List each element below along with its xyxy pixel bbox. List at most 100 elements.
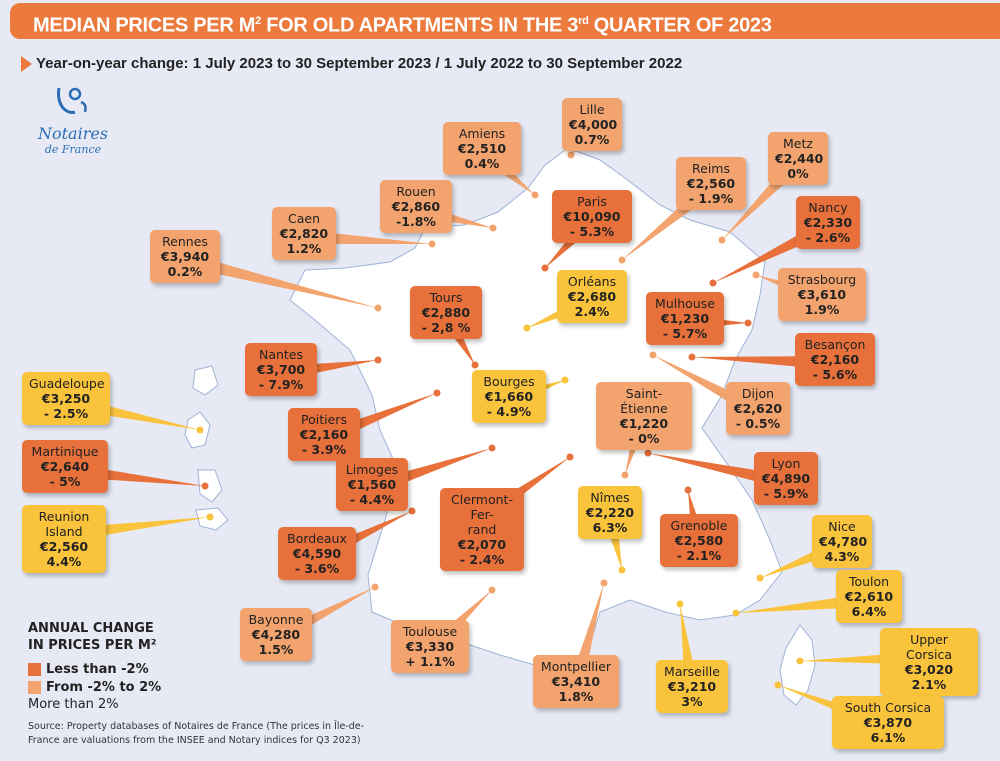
city-dot [523, 324, 531, 332]
city-dot [371, 583, 379, 591]
city-dot [206, 513, 214, 521]
city-change: - 5.7% [662, 326, 708, 341]
city-price: €2,580 [674, 533, 724, 548]
city-name: Tours [429, 290, 463, 305]
city-name: Poitiers [301, 412, 347, 427]
legend-item-less: Less than -2% [28, 660, 161, 678]
legend-swatch [28, 662, 41, 676]
city-dot [566, 453, 574, 461]
subtitle: Year-on-year change: 1 July 2023 to 30 S… [36, 55, 683, 72]
city-change: + 1.1% [405, 654, 455, 669]
city-callout: Metz €2,440 0% [768, 132, 828, 185]
city-callout: Nîmes €2,220 6.3% [578, 486, 642, 539]
city-price: €3,330 [405, 639, 455, 654]
city-name: Toulon [848, 574, 890, 589]
notaires-logo: Notaires de France [28, 84, 118, 156]
city-dot [718, 236, 726, 244]
city-change: 2.1% [911, 677, 947, 692]
city-price: €3,870 [863, 715, 913, 730]
city-dot [489, 224, 497, 232]
city-change: 1.5% [258, 642, 294, 657]
city-price: €3,410 [551, 674, 601, 689]
city-dot [561, 376, 569, 384]
city-name: Nancy [808, 200, 848, 215]
source-note: Source: Property databases of Notaires d… [28, 721, 365, 746]
city-name: Amiens [458, 126, 506, 141]
city-callout: Martinique €2,640- 5% [22, 440, 108, 493]
city-dot [433, 389, 441, 397]
city-callout: Lille €4,000 0.7% [562, 98, 622, 151]
city-name: Rouen [396, 184, 436, 199]
city-callout: Limoges €1,560- 4.4% [336, 458, 408, 511]
city-dot [488, 444, 496, 452]
city-name: Dijon [741, 386, 775, 401]
city-dot [428, 240, 436, 248]
city-name: Nice [828, 519, 856, 534]
city-dot [618, 566, 626, 574]
city-change: - 4.4% [349, 492, 395, 507]
city-dot [796, 657, 804, 665]
city-name: Bourges [483, 374, 535, 389]
city-dot [744, 319, 752, 327]
city-price: €2,820 [279, 226, 329, 241]
city-change: - 2,8 % [421, 320, 471, 335]
city-name: Caen [287, 211, 320, 226]
city-change: - 2.4% [459, 552, 505, 567]
city-callout: Strasbourg €3,610 1.9% [778, 268, 866, 321]
city-change: - 0% [628, 431, 660, 446]
city-dot [709, 279, 717, 287]
city-callout: Dijon €2,620- 0.5% [726, 382, 790, 435]
city-change: - 2.5% [43, 406, 89, 421]
city-price: €3,610 [797, 287, 847, 302]
city-price: €3,210 [667, 679, 717, 694]
city-callout: Caen €2,820 1.2% [272, 207, 336, 260]
city-name: Toulouse [402, 624, 458, 639]
arrow-bullet-icon [21, 56, 32, 72]
city-price: €4,780 [819, 534, 868, 549]
city-callout: Bourges €1,660- 4.9% [472, 370, 546, 423]
city-dot [684, 486, 692, 494]
city-change: 1.8% [558, 689, 594, 704]
city-dot [756, 574, 764, 582]
city-name: Bordeaux [287, 531, 347, 546]
city-dot [618, 256, 626, 264]
city-name: Lille [579, 102, 605, 117]
city-change: - 2.6% [805, 230, 851, 245]
city-change: - 7.9% [258, 377, 304, 392]
city-change: 6.1% [870, 730, 906, 745]
city-dot [621, 471, 629, 479]
city-callout: Lyon €4,890- 5.9% [754, 452, 818, 505]
city-price: €2,880 [421, 305, 471, 320]
city-callout: Saint-Étienne €1,220- 0% [596, 382, 692, 450]
city-callout: Toulouse €3,330 + 1.1% [391, 620, 469, 673]
city-price: €2,220 [585, 505, 635, 520]
legend-title-2: IN PRICES PER M² [28, 638, 157, 653]
city-name: South Corsica [844, 700, 932, 715]
city-dot [644, 449, 652, 457]
city-dot [649, 351, 657, 359]
legend-item-more: More than 2% [28, 697, 119, 712]
city-price: €2,610 [844, 589, 894, 604]
city-price: €1,660 [484, 389, 534, 404]
city-callout: Toulon €2,610 6.4% [836, 570, 902, 623]
legend-item-between: From -2% to 2% [28, 678, 161, 696]
city-callout: Amiens €2,510 0.4% [443, 122, 521, 175]
city-dot [732, 609, 740, 617]
city-price: €4,280 [251, 627, 301, 642]
city-callout: Poitiers €2,160- 3.9% [288, 408, 360, 461]
legend-title-1: ANNUAL CHANGE [28, 621, 154, 636]
city-name: Nîmes [590, 490, 630, 505]
city-callout: Bordeaux €4,590- 3.6% [278, 527, 356, 580]
city-dot [752, 271, 760, 279]
city-callout: Nantes €3,700- 7.9% [245, 343, 317, 396]
city-change: - 3.9% [301, 442, 347, 457]
city-price: €2,160 [810, 352, 860, 367]
city-price: €1,560 [347, 477, 397, 492]
city-callout: Orléans €2,680 2.4% [557, 270, 627, 323]
city-dot [676, 600, 684, 608]
city-dot [688, 353, 696, 361]
city-change: - 4.9% [486, 404, 532, 419]
city-callout: Reims €2,560- 1.9% [676, 157, 746, 210]
city-change: - 2.1% [676, 548, 722, 563]
